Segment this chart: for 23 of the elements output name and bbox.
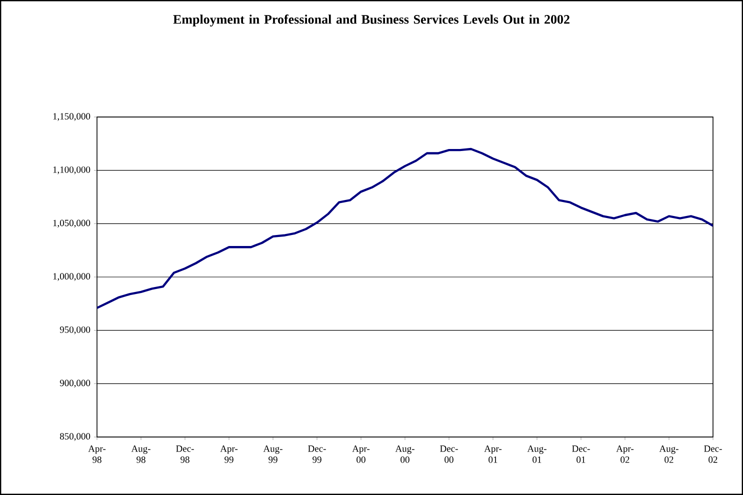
y-tick-label: 850,000 <box>60 433 90 441</box>
x-tick-label: Apr-02 <box>616 446 634 463</box>
x-tick-label: Apr-98 <box>88 446 106 463</box>
x-tick-label: Apr-99 <box>220 446 238 463</box>
x-tick-label: Dec-01 <box>572 446 590 463</box>
x-tick-label: Aug-99 <box>263 446 282 463</box>
x-tick-label: Aug-00 <box>395 446 414 463</box>
x-tick-label: Dec-99 <box>308 446 326 463</box>
y-tick-label: 1,100,000 <box>53 166 90 174</box>
chart-title: Employment in Professional and Business Services Levels Out in 2002 <box>173 14 570 26</box>
x-tick-label: Dec-00 <box>440 446 458 463</box>
x-tick-label: Dec-98 <box>176 446 194 463</box>
x-tick-label: Apr-00 <box>352 446 370 463</box>
x-tick-label: Aug-98 <box>131 446 150 463</box>
x-tick-label: Aug-01 <box>527 446 546 463</box>
x-tick-label: Apr-01 <box>484 446 502 463</box>
y-tick-label: 900,000 <box>60 380 90 388</box>
y-tick-label: 1,050,000 <box>53 220 90 228</box>
x-tick-label: Dec-02 <box>704 446 722 463</box>
x-tick-label: Aug-02 <box>659 446 678 463</box>
y-tick-label: 1,150,000 <box>53 113 90 121</box>
y-tick-label: 950,000 <box>60 326 90 334</box>
y-tick-label: 1,000,000 <box>53 273 90 281</box>
